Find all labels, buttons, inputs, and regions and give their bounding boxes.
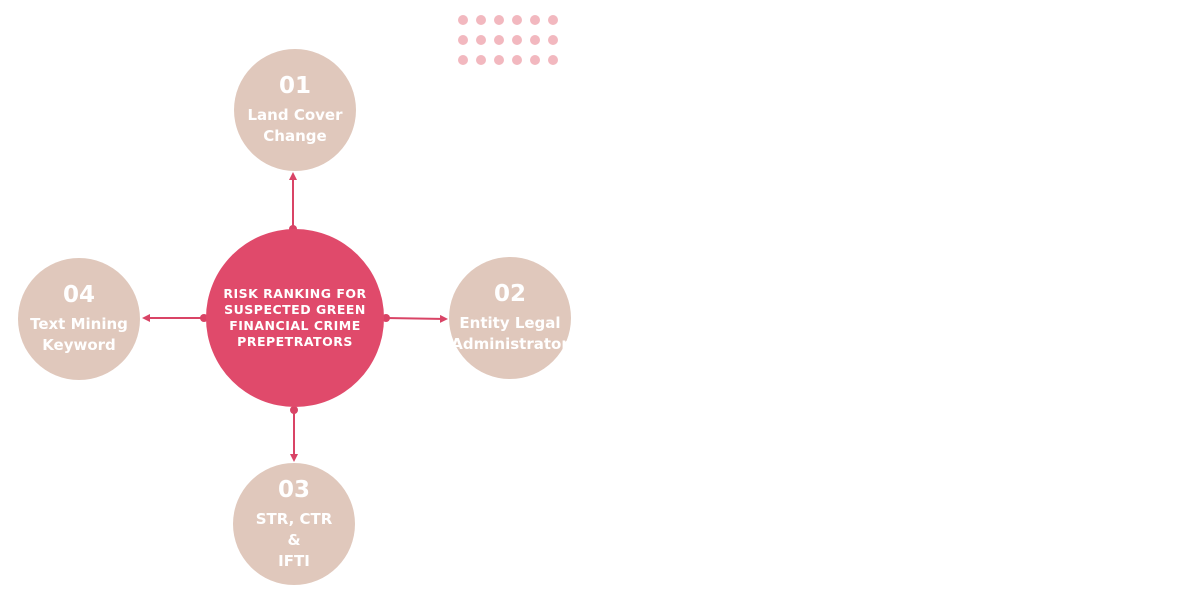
node-03-number: 03 xyxy=(277,476,310,503)
node-01-number: 01 xyxy=(278,73,311,99)
node-02-label: Entity Legal Administrator xyxy=(451,314,569,353)
decorative-dot xyxy=(476,55,486,65)
decorative-dot xyxy=(548,35,558,45)
node-01: 01 Land Cover Change xyxy=(234,49,356,171)
decorative-dot xyxy=(494,35,504,45)
decorative-dot xyxy=(548,55,558,65)
decorative-dot xyxy=(458,15,468,25)
decorative-dot xyxy=(494,55,504,65)
node-02: 02 Entity Legal Administrator xyxy=(449,257,571,379)
node-04-number: 04 xyxy=(62,282,95,308)
decorative-dot-grid xyxy=(458,15,568,71)
node-03-label: STR, CTR & IFTI xyxy=(255,509,333,570)
decorative-dot xyxy=(548,15,558,25)
decorative-dot xyxy=(476,35,486,45)
decorative-dot xyxy=(530,15,540,25)
center-hub: RISK RANKING FOR SUSPECTED GREEN FINANCI… xyxy=(206,229,384,407)
decorative-dot xyxy=(512,55,522,65)
node-04: 04 Text Mining Keyword xyxy=(18,258,140,380)
decorative-dot xyxy=(494,15,504,25)
node-01-label: Land Cover Change xyxy=(247,106,343,145)
decorative-dot xyxy=(476,15,486,25)
decorative-dot xyxy=(458,35,468,45)
decorative-dot xyxy=(512,35,522,45)
node-04-label: Text Mining Keyword xyxy=(30,315,128,354)
decorative-dot xyxy=(512,15,522,25)
decorative-dot xyxy=(530,55,540,65)
center-hub-title: RISK RANKING FOR SUSPECTED GREEN FINANCI… xyxy=(223,286,367,349)
decorative-dot xyxy=(530,35,540,45)
connector-dot-right xyxy=(382,314,390,322)
node-02-number: 02 xyxy=(493,281,526,307)
connector-to-node-02 xyxy=(385,314,448,323)
connector-dot-bottom xyxy=(290,406,298,414)
node-03: 03 STR, CTR & IFTI xyxy=(233,463,355,585)
decorative-dot xyxy=(458,55,468,65)
